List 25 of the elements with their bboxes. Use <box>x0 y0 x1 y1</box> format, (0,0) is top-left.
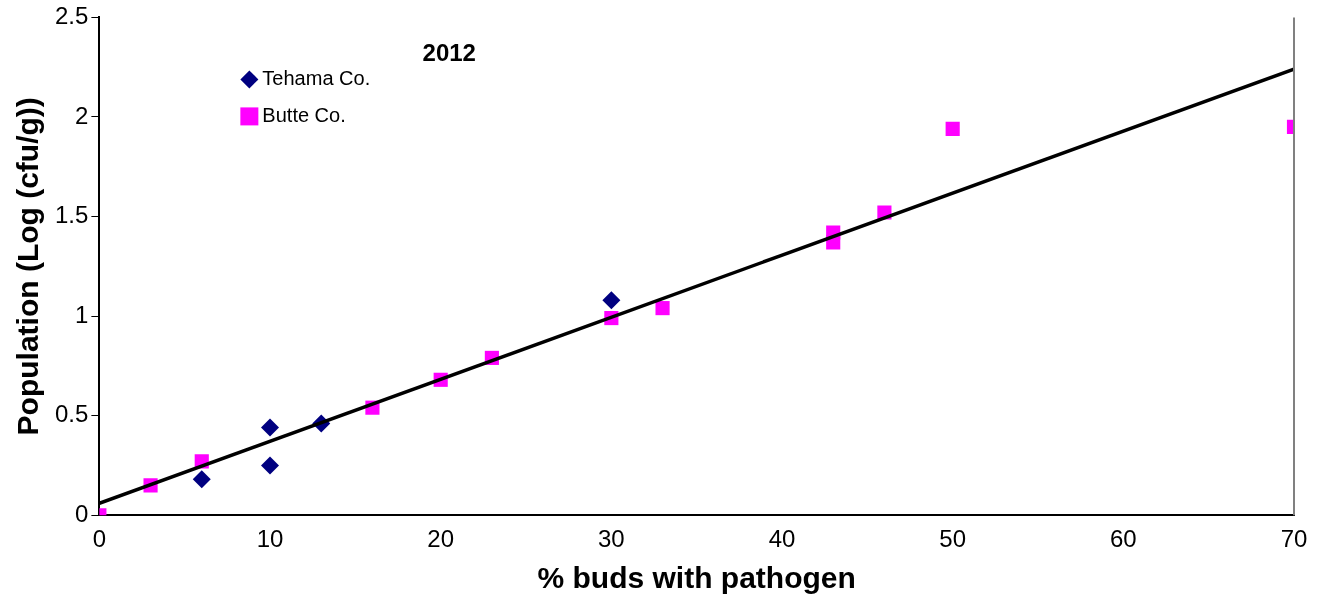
x-axis-title: % buds with pathogen <box>537 561 856 595</box>
x-tick-label: 70 <box>1280 525 1308 553</box>
x-tick-label: 0 <box>92 525 107 553</box>
y-tick-label: 2.5 <box>54 2 89 30</box>
point <box>945 121 960 136</box>
text: 2012 <box>422 39 476 67</box>
point <box>192 470 211 489</box>
point <box>655 301 670 316</box>
y-tick-label: 2 <box>75 101 89 129</box>
x-tick-label: 40 <box>768 525 796 553</box>
point <box>261 456 280 475</box>
y-tick-label: 0.5 <box>54 400 89 428</box>
y-tick-label: 1 <box>75 300 89 328</box>
legend-label: Butte Co. <box>262 103 346 126</box>
x-tick-label: 30 <box>598 525 625 553</box>
x-tick-label: 60 <box>1109 525 1137 553</box>
point <box>602 291 621 310</box>
x-tick-label: 50 <box>939 525 967 553</box>
x-tick-label: 10 <box>256 525 284 553</box>
legend-label: Tehama Co. <box>262 66 371 89</box>
y-tick-label: 0 <box>75 499 89 527</box>
point <box>261 418 280 437</box>
y-axis-title: Population (Log (cfu/g)) <box>11 97 45 436</box>
y-tick-label: 1.5 <box>54 201 89 229</box>
x-tick-label: 20 <box>427 525 455 553</box>
